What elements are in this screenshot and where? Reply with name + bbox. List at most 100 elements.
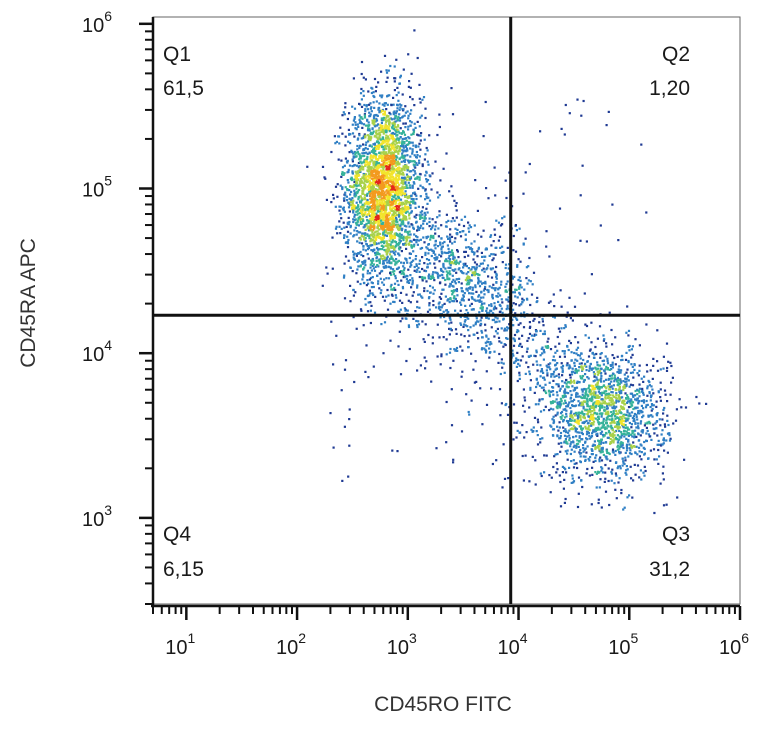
event-dot — [630, 411, 634, 414]
event-dot — [618, 388, 621, 391]
event-dot — [414, 177, 417, 180]
event-dot — [558, 389, 561, 392]
event-dot — [579, 455, 582, 458]
event-dot — [386, 196, 389, 199]
event-dot — [385, 258, 388, 261]
event-dot — [573, 388, 576, 391]
event-dot — [365, 222, 368, 225]
event-dot — [622, 401, 625, 405]
event-dot — [596, 446, 599, 449]
event-dot — [636, 406, 639, 409]
event-dot — [379, 254, 383, 258]
event-dot — [552, 465, 555, 469]
event-dot — [353, 219, 356, 222]
event-dot — [385, 134, 388, 137]
event-dot — [383, 159, 386, 162]
event-dot — [573, 444, 576, 447]
event-dot — [484, 341, 487, 344]
event-dot — [543, 454, 546, 457]
event-dot — [557, 442, 560, 445]
event-dot — [362, 198, 365, 201]
event-dot — [397, 252, 400, 255]
event-dot — [585, 419, 588, 422]
event-dot — [406, 261, 409, 264]
event-dot — [459, 231, 462, 234]
event-dot — [389, 154, 392, 157]
event-dot — [435, 258, 438, 261]
event-dot — [601, 398, 604, 401]
event-dot — [634, 429, 637, 432]
event-dot — [363, 160, 366, 163]
event-dot — [540, 426, 543, 429]
event-dot — [384, 259, 387, 262]
event-dot — [384, 208, 387, 211]
event-dot — [660, 433, 663, 436]
event-dot — [565, 471, 568, 474]
event-dot — [410, 246, 413, 249]
event-dot — [367, 136, 371, 139]
event-dot — [428, 220, 431, 224]
event-dot — [643, 465, 646, 468]
event-dot — [594, 447, 597, 451]
event-dot — [605, 407, 608, 410]
event-dot — [454, 237, 457, 240]
event-dot — [347, 181, 350, 184]
event-dot — [487, 197, 490, 200]
event-dot — [569, 379, 573, 382]
event-dot — [364, 136, 367, 139]
event-dot — [382, 218, 385, 221]
event-dot — [409, 279, 412, 282]
event-dot — [373, 225, 376, 228]
event-dot — [377, 252, 380, 255]
event-dot — [366, 272, 369, 275]
event-dot — [406, 195, 409, 198]
event-dot — [566, 404, 569, 407]
event-dot — [590, 435, 594, 438]
event-dot — [466, 311, 470, 314]
event-dot — [364, 197, 367, 201]
event-dot — [505, 282, 508, 286]
event-dot — [351, 123, 354, 126]
event-dot — [370, 150, 373, 153]
event-dot — [370, 136, 373, 139]
event-dot — [361, 192, 364, 195]
event-dot — [560, 441, 563, 445]
event-dot — [439, 297, 443, 300]
event-dot — [358, 252, 361, 255]
event-dot — [611, 435, 614, 438]
event-dot — [395, 110, 398, 113]
event-dot — [366, 169, 369, 172]
event-dot — [368, 144, 371, 147]
event-dot — [585, 390, 588, 393]
event-dot — [335, 140, 338, 143]
event-dot — [629, 371, 633, 374]
event-dot — [405, 165, 408, 168]
event-dot — [450, 329, 453, 332]
event-dot — [602, 435, 605, 438]
event-dot — [453, 240, 456, 243]
event-dot — [376, 264, 379, 267]
event-dot — [609, 385, 612, 389]
event-dot — [385, 277, 388, 280]
event-dot — [594, 411, 597, 415]
event-dot — [421, 256, 424, 259]
event-dot — [588, 407, 592, 411]
event-dot — [391, 210, 394, 213]
event-dot — [612, 384, 615, 387]
event-dot — [441, 273, 444, 276]
event-dot — [426, 149, 429, 152]
event-dot — [499, 372, 502, 376]
event-dot — [419, 101, 422, 104]
event-dot — [394, 120, 397, 123]
event-dot — [501, 311, 504, 314]
event-dot — [397, 166, 400, 170]
event-dot — [364, 237, 367, 240]
event-dot — [438, 194, 441, 197]
event-dot — [499, 224, 503, 227]
event-dot — [430, 248, 433, 251]
event-dot — [375, 257, 378, 260]
event-dot — [656, 329, 659, 332]
event-dot — [371, 221, 374, 225]
event-dot — [385, 257, 388, 260]
event-dot — [357, 231, 360, 234]
